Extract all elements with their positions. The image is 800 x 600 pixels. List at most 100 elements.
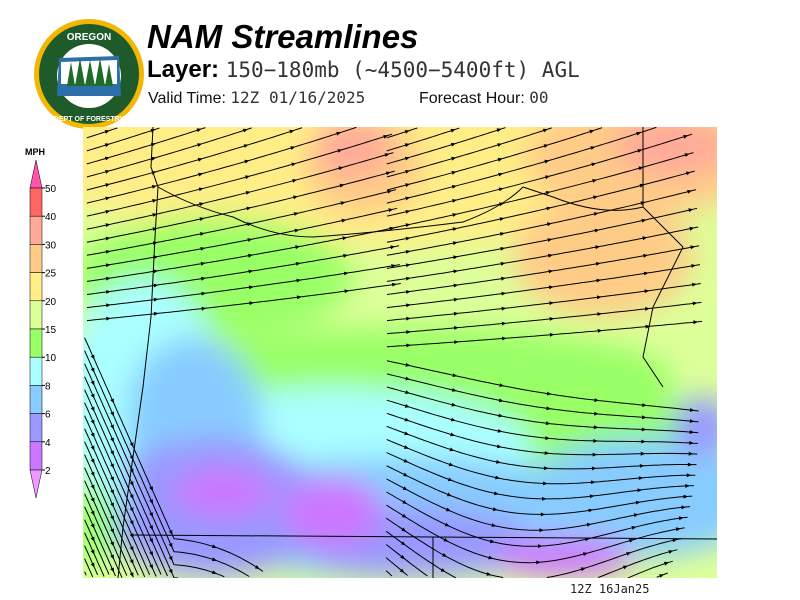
forecast-value: 00 [529,88,549,107]
streamline [386,373,699,423]
streamline [86,127,206,165]
streamline [386,399,698,444]
colorbar-tick-label: 30 [45,240,57,251]
streamline [386,207,698,269]
streamline [86,127,252,178]
streamline [386,478,691,531]
streamline [86,207,398,269]
streamline [84,506,116,577]
colorbar: MPH 50 40 30 25 20 15 10 8 6 4 2 [25,147,57,499]
streamline [385,530,678,578]
streamline [385,570,393,577]
streamline [84,337,264,572]
streamline [84,350,250,577]
streamline [385,544,673,578]
model-run-stamp: 12Z 16Jan25 [570,582,650,596]
colorbar-swatch [29,187,43,217]
streamline [86,152,394,230]
colorbar-tick-label: 6 [45,410,51,421]
streamline [386,127,506,165]
layer-label: Layer: [147,56,220,83]
valid-time: Valid Time: 12Z 01/16/2025 [148,88,365,108]
speed-region [613,127,717,177]
streamline [386,245,700,295]
streamline [386,504,685,564]
streamline [386,127,460,152]
streamline [386,264,701,309]
colorbar-tick-label: 20 [45,297,57,308]
streamline [84,545,99,576]
colorbar-top-arrow [29,159,43,189]
layer-value: 150−180mb (~4500−5400ft) AGL [225,58,580,82]
streamline [86,127,118,139]
streamline [386,301,702,335]
streamline [386,491,688,547]
streamline [386,386,699,434]
streamline [84,558,94,578]
streamline [386,127,418,139]
streamline [86,170,395,243]
svg-text:OREGON: OREGON [67,32,111,43]
streamline [84,363,225,578]
streamline [86,283,401,322]
streamline [84,428,151,576]
colorbar-swatch [29,272,43,302]
speed-region [513,197,693,317]
speed-region [493,537,633,577]
colorbar-bottom-arrow [29,469,43,499]
streamline [86,245,400,295]
streamline [86,127,357,204]
colorbar-unit: MPH [25,147,45,157]
colorbar-tick-label: 10 [45,353,57,364]
streamline [386,127,603,191]
colorbar-swatch [29,244,43,273]
streamline [386,452,694,500]
valid-value: 12Z 01/16/2025 [230,88,366,107]
streamline [386,439,696,485]
colorbar-tick-label: 25 [45,269,57,280]
streamline [386,465,693,515]
page-title: NAM Streamlines [147,18,419,55]
streamline [86,226,399,282]
speed-region [173,467,273,517]
layer-info: Layer: 150−180mb (~4500−5400ft) AGL [147,56,580,84]
forecast-label: Forecast Hour: [419,90,525,107]
streamline [386,320,703,348]
colorbar-tick-label: 2 [45,466,51,477]
streamline [86,189,397,256]
colorbar-tick-label: 8 [45,381,51,392]
streamline [84,454,139,576]
colorbar-swatch [29,356,43,386]
streamline [84,376,179,578]
colorbar-swatch [29,385,43,414]
colorbar-tick-label: 4 [45,438,51,449]
streamline [84,402,162,575]
colorbar-tick-label: 15 [45,325,57,336]
streamline [84,389,168,577]
streamlines [84,127,703,578]
streamline [84,441,146,578]
streamline [86,133,393,217]
streamline [386,170,695,243]
colorbar-swatch [29,300,43,330]
streamline [84,467,134,578]
speed-region [313,127,393,177]
streamline [386,517,682,578]
streamline [386,152,694,230]
speed-region [93,127,273,217]
streamline [86,127,303,191]
streamline [84,415,157,577]
svg-text:DEPT OF FORESTRY: DEPT OF FORESTRY [54,116,124,123]
colorbar-swatch [29,328,43,358]
streamline [385,557,668,578]
odf-logo: OREGON DEPT OF FORESTRY [34,19,144,129]
colorbar-swatch [29,413,43,443]
streamline [386,412,698,456]
colorbar-swatch [29,441,43,471]
streamline [84,480,128,576]
colorbar-tick-label: 50 [45,184,57,195]
streamline [386,360,699,412]
streamline [386,189,697,256]
forecast-hour: Forecast Hour: 00 [419,88,549,108]
